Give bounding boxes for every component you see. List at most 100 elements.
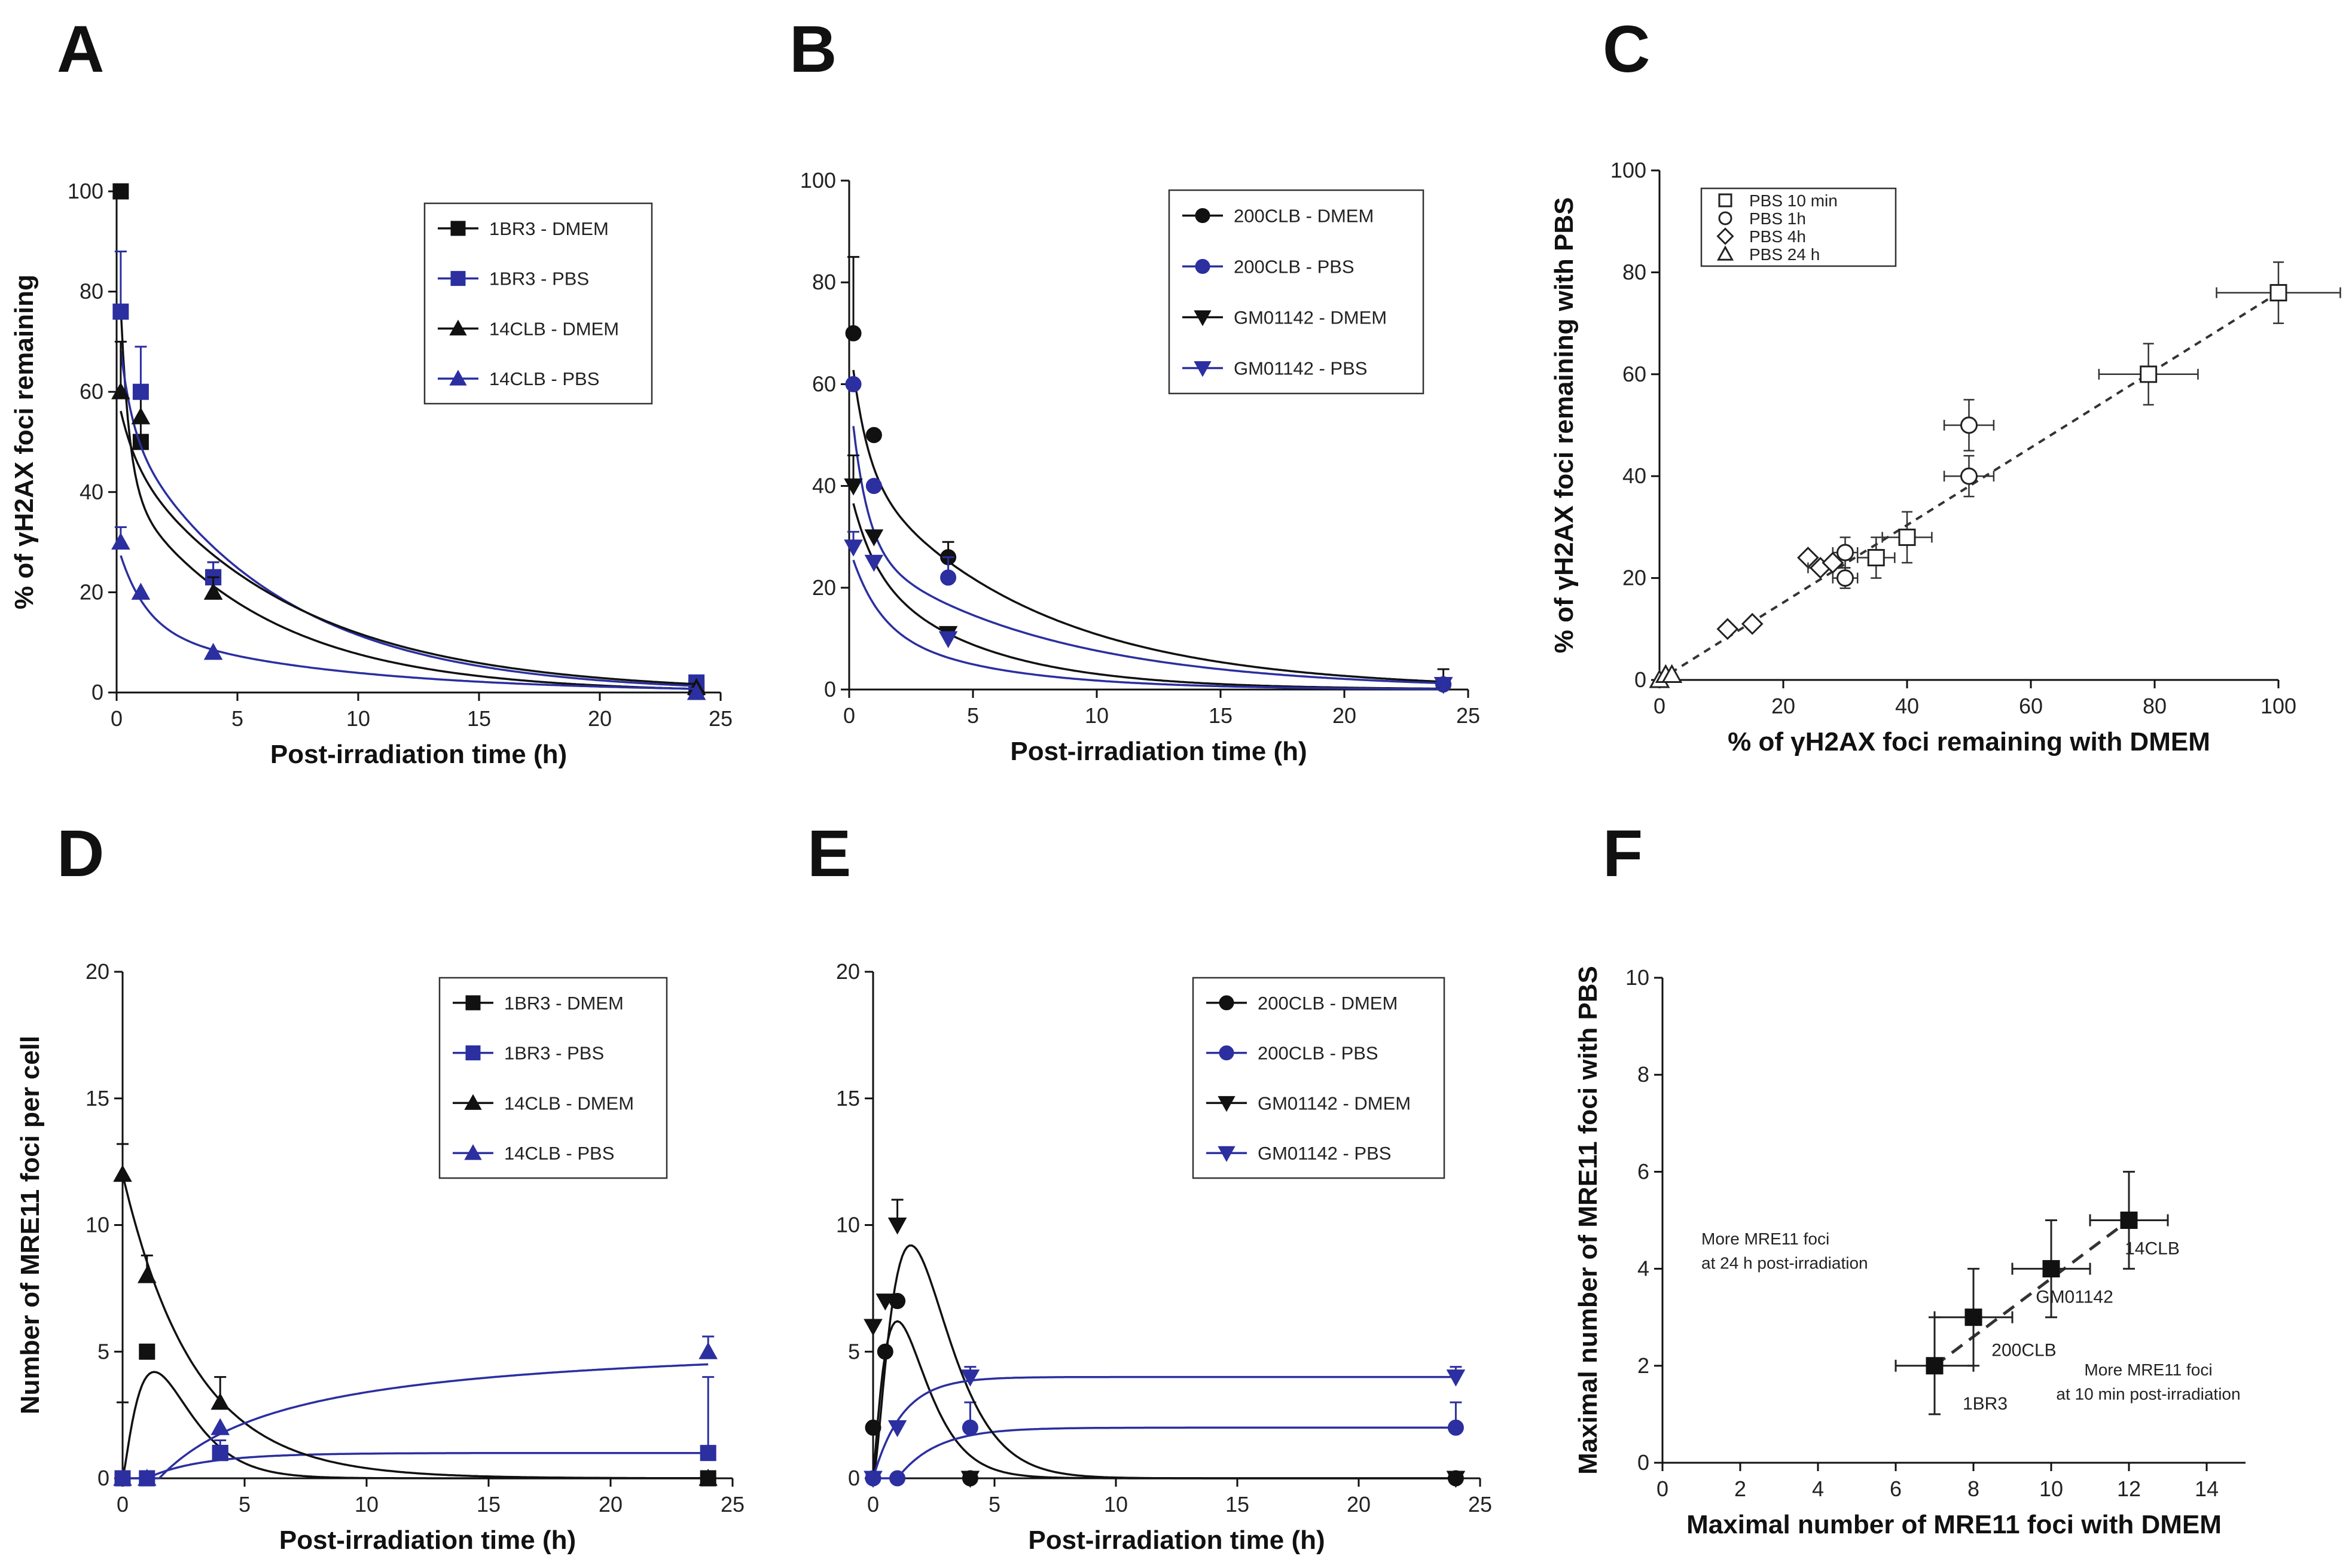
data-point — [864, 1471, 883, 1488]
data-point — [698, 1342, 718, 1359]
data-point — [865, 478, 882, 495]
data-point — [844, 478, 863, 496]
legend-marker — [465, 995, 481, 1011]
legend-marker — [1195, 208, 1210, 223]
data-point — [1964, 1308, 1982, 1326]
data-point — [111, 382, 130, 399]
x-tick-label: 2 — [1734, 1477, 1746, 1501]
chart-panel-b: 0 5 10 15 20 25 0 20 40 60 80 100 Post-irradiation t… — [800, 168, 1480, 766]
panel-letter-b: B — [789, 13, 837, 86]
x-tick-label: 15 — [1209, 703, 1233, 728]
data-point — [887, 1218, 907, 1235]
y-tick-label: 10 — [86, 1213, 109, 1237]
y-tick-label: 4 — [1637, 1256, 1649, 1281]
series-pbs-10-min — [1856, 261, 2341, 579]
series-14clb-dmem — [113, 1143, 718, 1486]
x-tick-label: 0 — [111, 706, 123, 731]
data-point — [864, 554, 884, 572]
y-tick-label: 80 — [812, 270, 836, 294]
data-point — [132, 383, 149, 400]
x-axis-label: Post-irradiation time (h) — [1010, 737, 1307, 766]
y-axis-label: Maximal number of MRE11 foci with PBS — [1573, 966, 1603, 1475]
x-axis-label: Post-irradiation time (h) — [1028, 1526, 1325, 1555]
legend-entry: GM01142 - PBS — [1206, 1143, 1391, 1164]
legend-marker — [449, 370, 467, 386]
data-point — [111, 532, 130, 550]
x-tick-label: 5 — [239, 1492, 251, 1517]
trend-line — [1933, 1219, 2130, 1367]
data-point — [113, 1164, 132, 1182]
x-tick-label: 20 — [588, 706, 612, 731]
data-point — [940, 569, 957, 586]
data-point — [960, 1471, 980, 1488]
y-tick-label: 20 — [86, 959, 109, 984]
data-point — [845, 325, 862, 341]
panel-letter-c: C — [1603, 13, 1650, 86]
x-tick-label: 0 — [843, 703, 855, 728]
point-label: 1BR3 — [1963, 1394, 2008, 1414]
y-tick-label: 40 — [812, 474, 836, 498]
data-point — [1661, 664, 1683, 683]
fit-curve — [872, 1244, 1456, 1479]
data-point — [938, 631, 958, 648]
x-tick-label: 5 — [967, 703, 979, 728]
panel-letter-f: F — [1603, 817, 1643, 890]
fit-curve — [873, 1426, 1456, 1479]
data-point — [962, 1419, 978, 1436]
fit-curve — [123, 1451, 709, 1479]
x-tick-label: 20 — [1332, 703, 1356, 728]
x-tick-label: 12 — [2117, 1477, 2141, 1501]
legend-entry: 200CLB - PBS — [1182, 257, 1355, 277]
data-point — [112, 303, 129, 320]
chart-panel-f: 0 2 4 6 8 10 12 14 0 2 4 6 8 10 Maximal number of MRE1… — [1573, 965, 2246, 1539]
data-point — [203, 642, 223, 660]
y-tick-label: 60 — [812, 371, 836, 396]
y-tick-label: 5 — [848, 1339, 860, 1363]
point-1br3: 1BR3 — [1895, 1316, 2008, 1416]
data-point — [1446, 1369, 1466, 1387]
point-label: 14CLB — [2125, 1238, 2180, 1258]
data-point — [875, 1294, 895, 1311]
legend-frame — [1700, 187, 1897, 267]
y-tick-label: 60 — [80, 379, 103, 404]
legend-label: 200CLB - DMEM — [1258, 993, 1398, 1014]
y-tick-label: 100 — [68, 179, 103, 203]
legend-marker — [1718, 193, 1732, 208]
x-tick-label: 100 — [2260, 694, 2296, 718]
data-point — [139, 1343, 155, 1360]
x-tick-label: 25 — [721, 1492, 745, 1517]
y-tick-label: 80 — [1622, 260, 1646, 284]
data-point — [1837, 569, 1854, 587]
data-point — [1716, 618, 1739, 640]
legend-label: 1BR3 - DMEM — [489, 218, 609, 239]
legend-entry: 14CLB - PBS — [453, 1143, 614, 1164]
x-tick-label: 10 — [1104, 1492, 1128, 1517]
legend-entry: 14CLB - DMEM — [438, 318, 619, 339]
y-tick-label: 20 — [812, 575, 836, 600]
x-axis-label: Post-irradiation time (h) — [279, 1526, 576, 1555]
legend-label: 200CLB - PBS — [1258, 1043, 1378, 1064]
chart-panel-a: 0 5 10 15 20 25 0 20 40 60 80 100 Post-irradiation t… — [10, 179, 733, 769]
point-label: 200CLB — [1991, 1341, 2056, 1360]
legend-marker — [1219, 1045, 1234, 1061]
legend-entry: GM01142 - DMEM — [1206, 1093, 1411, 1114]
legend-entry: PBS 4h — [1716, 227, 1806, 246]
data-point — [1433, 677, 1453, 694]
data-point — [1926, 1357, 1944, 1375]
legend-label: 14CLB - DMEM — [504, 1093, 634, 1114]
legend-label: 1BR3 - PBS — [489, 269, 589, 289]
legend-label: PBS 1h — [1749, 209, 1806, 228]
y-axis-label: % of γH2AX foci remaining — [10, 274, 39, 609]
legend-marker — [1218, 1096, 1235, 1112]
annotation-text: at 24 h post-irradiation — [1701, 1254, 1868, 1273]
data-point — [211, 1392, 230, 1410]
legend-marker — [1219, 995, 1234, 1011]
x-tick-label: 20 — [599, 1492, 623, 1517]
legend-entry: 14CLB - DMEM — [453, 1093, 634, 1114]
x-tick-label: 20 — [1771, 694, 1795, 718]
data-point — [865, 427, 882, 443]
series-gm01142-pbs — [864, 1366, 1466, 1488]
data-point — [1960, 416, 1978, 434]
legend-marker — [450, 221, 466, 236]
x-axis-label: Post-irradiation time (h) — [270, 740, 567, 769]
